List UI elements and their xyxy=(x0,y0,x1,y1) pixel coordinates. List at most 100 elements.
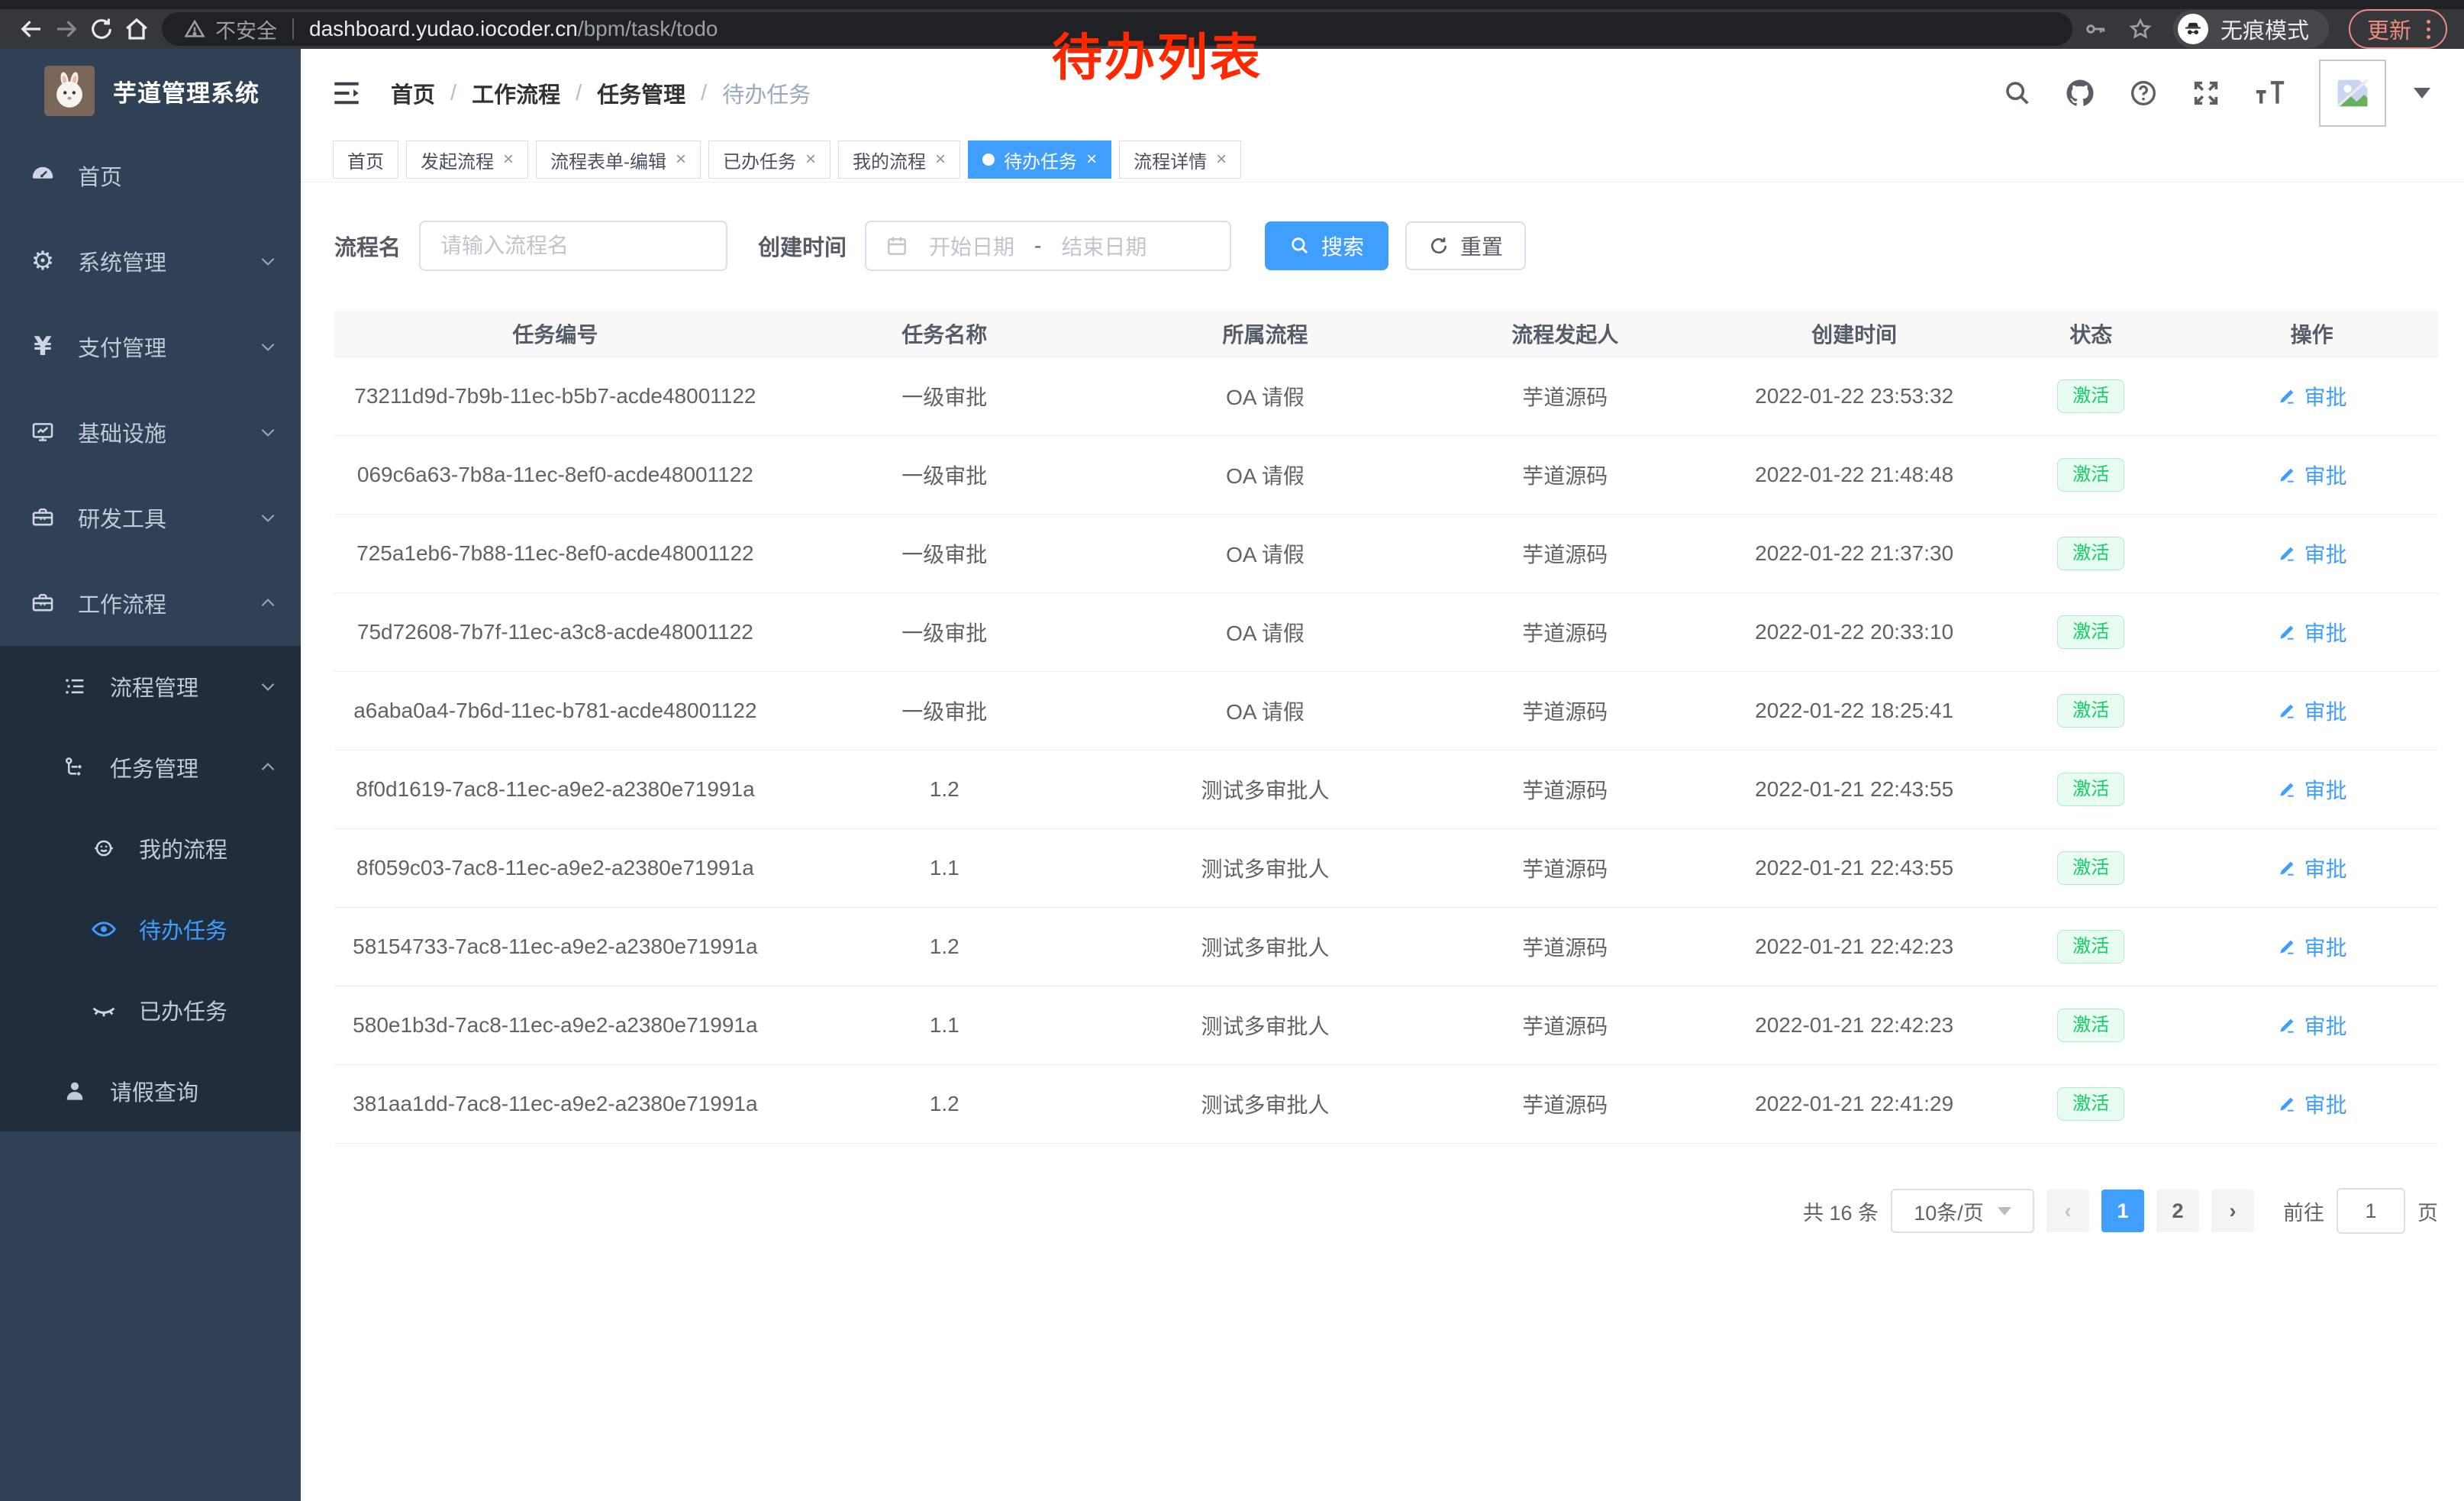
approve-link[interactable]: 审批 xyxy=(2277,931,2347,962)
task-starter: 芋道源码 xyxy=(1417,828,1713,908)
font-size-icon[interactable] xyxy=(2253,78,2287,108)
page-button-2[interactable]: 2 xyxy=(2156,1190,2199,1232)
close-icon[interactable]: × xyxy=(503,149,514,169)
password-key-icon[interactable] xyxy=(2083,17,2108,41)
search-icon[interactable] xyxy=(2003,79,2032,108)
page-size-value: 10条/页 xyxy=(1914,1201,1984,1225)
omnibox-divider xyxy=(292,18,294,40)
breadcrumb: 首页 / 工作流程 / 任务管理 / 待办任务 xyxy=(391,77,811,109)
approve-link[interactable]: 审批 xyxy=(2277,538,2347,569)
tab-label: 流程详情 xyxy=(1134,151,1208,173)
goto-page-input[interactable] xyxy=(2337,1188,2405,1234)
browser-forward-button[interactable] xyxy=(49,11,84,47)
close-icon[interactable]: × xyxy=(1086,149,1098,169)
status-badge: 激活 xyxy=(2057,930,2125,964)
process-name-input[interactable] xyxy=(419,221,728,271)
task-created: 2022-01-21 22:42:23 xyxy=(1712,986,1997,1065)
update-chip[interactable]: 更新 xyxy=(2348,9,2447,49)
date-range-input[interactable]: 开始日期 - 结束日期 xyxy=(865,221,1232,271)
sidebar-item-todo-tasks[interactable]: 待办任务 xyxy=(0,889,301,970)
prev-page-button[interactable]: ‹ xyxy=(2046,1190,2089,1232)
toolbox-icon xyxy=(27,590,58,616)
close-icon[interactable]: × xyxy=(935,149,947,169)
browser-menu-icon[interactable] xyxy=(2424,17,2433,42)
sidebar-item-home[interactable]: 首页 xyxy=(0,133,301,218)
approve-link[interactable]: 审批 xyxy=(2277,617,2347,647)
table-row: 8f0d1619-7ac8-11ec-a9e2-a2380e71991a 1.2… xyxy=(334,750,2438,829)
sidebar-item-payment[interactable]: ¥ 支付管理 xyxy=(0,304,301,389)
search-button[interactable]: 搜索 xyxy=(1265,221,1389,270)
approve-link[interactable]: 审批 xyxy=(2277,853,2347,883)
col-actions: 操作 xyxy=(2185,311,2438,357)
col-created: 创建时间 xyxy=(1712,311,1997,357)
tab-form-edit[interactable]: 流程表单-编辑 × xyxy=(536,140,701,179)
close-icon[interactable]: × xyxy=(676,149,687,169)
sidebar-item-task-mgmt[interactable]: 任务管理 xyxy=(0,727,301,808)
task-name: 1.1 xyxy=(776,986,1113,1065)
breadcrumb-task-mgmt[interactable]: 任务管理 xyxy=(597,83,686,108)
page-button-1[interactable]: 1 xyxy=(2101,1190,2144,1232)
sidebar-item-label: 任务管理 xyxy=(110,757,199,782)
address-bar[interactable]: 不安全 dashboard.yudao.iocoder.cn/bpm/task/… xyxy=(162,12,2072,46)
security-label: 不安全 xyxy=(215,19,277,43)
tab-todo-tasks[interactable]: 待办任务 × xyxy=(968,140,1112,179)
process-name-label: 流程名 xyxy=(334,236,402,260)
status-cell: 激活 xyxy=(1996,1064,2186,1144)
table-row: 8f059c03-7ac8-11ec-a9e2-a2380e71991a 1.1… xyxy=(334,828,2438,908)
sidebar-item-my-process[interactable]: 我的流程 xyxy=(0,808,301,889)
browser-home-button[interactable] xyxy=(119,11,154,47)
status-cell: 激活 xyxy=(1996,907,2186,986)
approve-link[interactable]: 审批 xyxy=(2277,1089,2347,1119)
url-host: dashboard.yudao.iocoder.cn xyxy=(309,17,578,40)
tab-done-tasks[interactable]: 已办任务 × xyxy=(708,140,831,179)
tab-start-process[interactable]: 发起流程 × xyxy=(406,140,529,179)
fullscreen-icon[interactable] xyxy=(2191,78,2221,108)
tab-process-detail[interactable]: 流程详情 × xyxy=(1119,140,1242,179)
browser-reload-button[interactable] xyxy=(84,11,119,47)
github-icon[interactable] xyxy=(2064,77,2096,109)
tab-home[interactable]: 首页 xyxy=(333,140,398,179)
pen-icon xyxy=(2279,1097,2294,1112)
sidebar-item-process-mgmt[interactable]: 流程管理 xyxy=(0,646,301,727)
topbar: 首页 / 工作流程 / 任务管理 / 待办任务 xyxy=(301,49,2464,137)
task-name: 一级审批 xyxy=(776,357,1113,436)
chevron-down-icon xyxy=(258,508,278,528)
avatar-caret-icon[interactable] xyxy=(2414,88,2430,98)
task-name: 一级审批 xyxy=(776,671,1113,750)
task-starter: 芋道源码 xyxy=(1417,514,1713,593)
breadcrumb-workflow[interactable]: 工作流程 xyxy=(472,83,561,108)
sidebar-item-label: 支付管理 xyxy=(78,337,167,361)
approve-link[interactable]: 审批 xyxy=(2277,774,2347,805)
sidebar-item-label: 研发工具 xyxy=(78,508,167,532)
sidebar-item-label: 已办任务 xyxy=(139,1000,228,1025)
help-icon[interactable] xyxy=(2128,78,2159,108)
task-starter: 芋道源码 xyxy=(1417,671,1713,750)
breadcrumb-home[interactable]: 首页 xyxy=(391,83,436,108)
page-size-select[interactable]: 10条/页 xyxy=(1891,1189,2034,1233)
close-icon[interactable]: × xyxy=(1216,149,1227,169)
sidebar-item-done-tasks[interactable]: 已办任务 xyxy=(0,970,301,1051)
approve-link[interactable]: 审批 xyxy=(2277,1010,2347,1041)
approve-link[interactable]: 审批 xyxy=(2277,696,2347,726)
action-cell: 审批 xyxy=(2185,435,2438,515)
sidebar-item-label: 我的流程 xyxy=(139,838,228,863)
sidebar-item-leave-query[interactable]: 请假查询 xyxy=(0,1051,301,1131)
action-cell: 审批 xyxy=(2185,357,2438,436)
sidebar-item-devtools[interactable]: 研发工具 xyxy=(0,475,301,560)
table-row: 580e1b3d-7ac8-11ec-a9e2-a2380e71991a 1.1… xyxy=(334,986,2438,1065)
approve-link[interactable]: 审批 xyxy=(2277,460,2347,490)
sidebar-item-infra[interactable]: 基础设施 xyxy=(0,389,301,475)
tab-my-process[interactable]: 我的流程 × xyxy=(838,140,961,179)
bookmark-star-icon[interactable] xyxy=(2127,16,2153,42)
avatar[interactable] xyxy=(2319,60,2386,127)
sidebar-item-workflow[interactable]: 工作流程 xyxy=(0,560,301,646)
reset-button[interactable]: 重置 xyxy=(1405,221,1527,270)
tab-label: 首页 xyxy=(347,151,384,173)
approve-link[interactable]: 审批 xyxy=(2277,381,2347,412)
close-icon[interactable]: × xyxy=(805,149,817,169)
sidebar-item-system[interactable]: ⚙ 系统管理 xyxy=(0,218,301,304)
sidebar-toggle-button[interactable] xyxy=(327,73,366,113)
browser-back-button[interactable] xyxy=(14,11,49,47)
next-page-button[interactable]: › xyxy=(2211,1190,2254,1232)
